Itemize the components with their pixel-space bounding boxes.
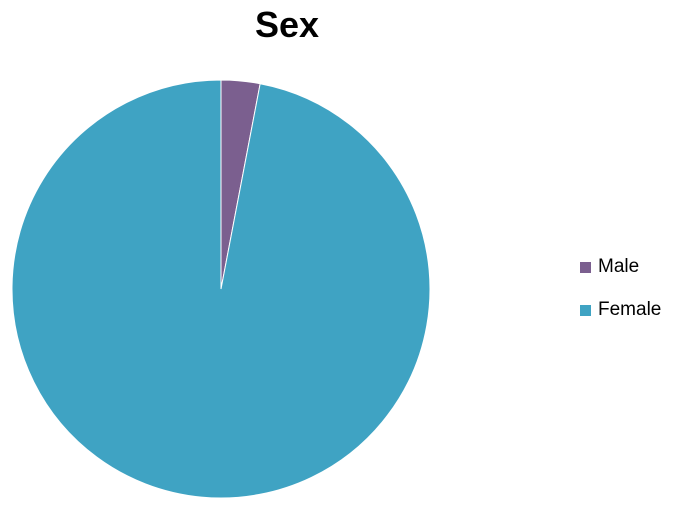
legend-label-female: Female bbox=[598, 299, 662, 320]
pie-slices bbox=[11, 79, 431, 499]
pie-slice-female bbox=[11, 79, 431, 499]
legend-label-male: Male bbox=[598, 256, 640, 277]
chart-title: Sex bbox=[254, 4, 320, 45]
legend-item-male: Male bbox=[580, 256, 661, 278]
legend: Male Female bbox=[580, 256, 661, 342]
legend-swatch-female bbox=[580, 304, 591, 316]
legend-item-female: Female bbox=[580, 299, 661, 321]
legend-swatch-male bbox=[580, 261, 591, 273]
